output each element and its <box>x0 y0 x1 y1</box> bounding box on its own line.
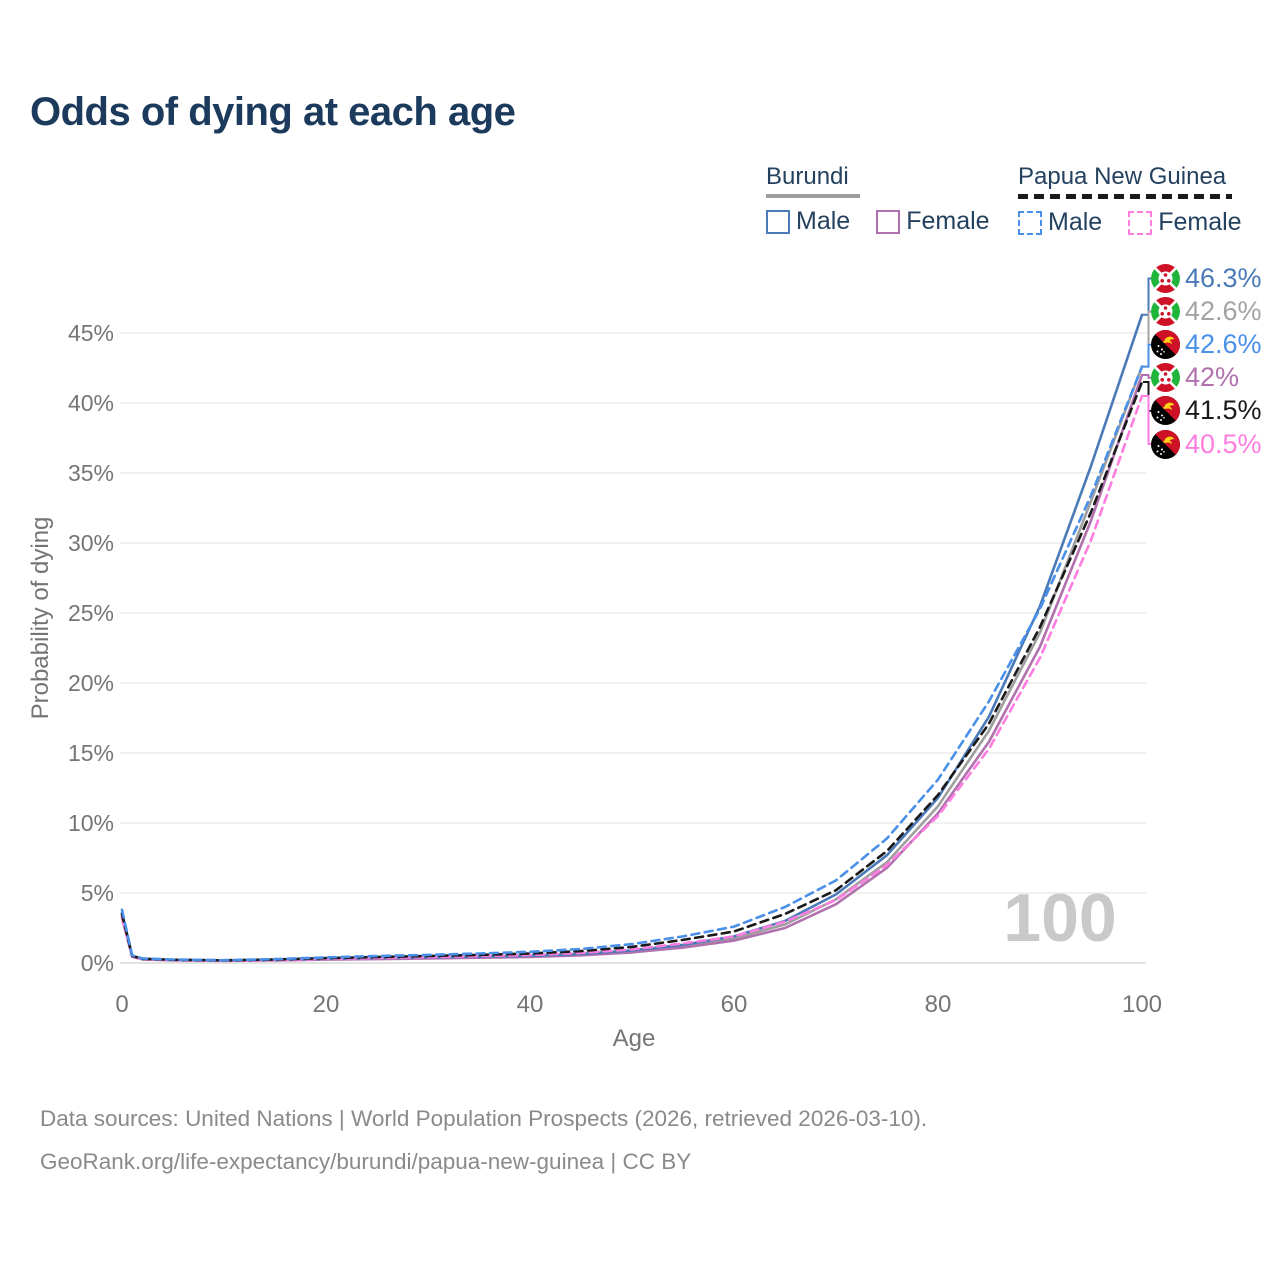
y-axis-title: Probability of dying <box>27 517 54 720</box>
end-label-value: 42% <box>1185 362 1240 393</box>
end-label-value: 41.5% <box>1185 395 1262 426</box>
end-label-leader <box>1143 343 1152 368</box>
legend-item-label: Male <box>796 207 851 235</box>
end-label-papua-new-guinea-male: 42.6% <box>1151 328 1262 361</box>
burundi-male-swatch-icon <box>766 209 790 234</box>
burundi-solid-line-key <box>766 194 860 198</box>
data-sources-text: Data sources: United Nations | World Pop… <box>40 1106 928 1131</box>
legend-item-label: Male <box>1048 208 1103 236</box>
end-label-value: 46.3% <box>1185 263 1262 293</box>
series-line-burundi-male[interactable] <box>120 313 1144 962</box>
burundi-flag-icon <box>1151 264 1180 293</box>
legend-item-burundi-male[interactable]: Male <box>766 207 850 236</box>
end-label-burundi-male: 46.3% <box>1151 262 1262 295</box>
age-watermark: 100 <box>1003 880 1116 956</box>
series-line-papua-new-guinea-female[interactable] <box>120 394 1144 962</box>
papua-new-guinea-flag-icon <box>1151 396 1180 426</box>
end-label-leader <box>1143 395 1152 445</box>
y-axis-tick-label: 5% <box>81 880 114 906</box>
papua-new-guinea-flag-icon <box>1151 429 1180 459</box>
papua-new-guinea-flag-icon <box>1151 330 1180 360</box>
legend-group-papua-new-guinea: Papua New Guinea Male Female <box>1018 163 1242 237</box>
end-label-leader <box>1143 277 1152 316</box>
x-axis-tick-label: 60 <box>721 991 748 1018</box>
end-label-value: 40.5% <box>1185 428 1262 459</box>
burundi-female-swatch-icon <box>876 209 901 234</box>
legend-country-papua-new-guinea: Papua New Guinea <box>1018 163 1227 190</box>
series-line-burundi-female[interactable] <box>120 373 1144 963</box>
papua-new-guinea-male-swatch-icon <box>1018 210 1042 235</box>
legend-item-papua-new-guinea-male[interactable]: Male <box>1018 208 1102 237</box>
x-axis-tick-label: 80 <box>925 991 952 1018</box>
y-axis-tick-label: 45% <box>68 320 114 346</box>
legend-item-papua-new-guinea-female[interactable]: Female <box>1128 208 1242 237</box>
legend-item-burundi-female[interactable]: Female <box>876 207 990 236</box>
end-label-burundi-both-sexes: 42.6% <box>1151 295 1262 328</box>
y-axis-tick-label: 35% <box>68 460 114 486</box>
x-axis-title: Age <box>613 1025 656 1052</box>
legend-country-burundi: Burundi <box>766 163 849 190</box>
papua-new-guinea-dashed-line-key <box>1018 194 1232 199</box>
y-axis-tick-label: 0% <box>81 950 114 976</box>
burundi-flag-icon <box>1151 363 1180 393</box>
legend-item-label: Female <box>1158 208 1242 236</box>
series-line-burundi-both-sexes[interactable] <box>120 365 1144 962</box>
x-axis-tick-label: 0 <box>115 991 128 1018</box>
series-line-papua-new-guinea-male[interactable] <box>120 365 1144 962</box>
attribution-text: GeoRank.org/life-expectancy/burundi/papu… <box>40 1149 692 1174</box>
end-label-leader <box>1143 374 1152 379</box>
footer: Data sources: United Nations | World Pop… <box>40 1106 927 1192</box>
y-axis-tick-label: 20% <box>68 670 114 696</box>
y-axis-tick-label: 40% <box>68 390 114 416</box>
y-axis-tick-label: 15% <box>68 740 114 766</box>
papua-new-guinea-female-swatch-icon <box>1128 210 1153 235</box>
end-label-value: 42.6% <box>1185 329 1262 360</box>
y-axis-tick-label: 25% <box>68 600 114 626</box>
end-label-value: 42.6% <box>1185 296 1262 327</box>
legend-item-label: Female <box>906 207 990 235</box>
end-label-papua-new-guinea-female: 40.5% <box>1151 428 1262 461</box>
end-label-papua-new-guinea-both-sexes: 41.5% <box>1151 394 1262 427</box>
page-title: Odds of dying at each age <box>30 90 516 134</box>
x-axis-tick-label: 100 <box>1122 991 1162 1018</box>
y-axis-tick-label: 30% <box>68 530 114 556</box>
series-line-papua-new-guinea-both-sexes[interactable] <box>120 380 1144 962</box>
end-label-burundi-female: 42% <box>1151 361 1239 394</box>
x-axis-tick-label: 40 <box>517 991 544 1018</box>
burundi-flag-icon <box>1151 297 1180 327</box>
legend-group-burundi: Burundi Male Female <box>766 163 990 236</box>
x-axis-tick-label: 20 <box>313 991 340 1018</box>
y-axis-tick-label: 10% <box>68 810 114 836</box>
